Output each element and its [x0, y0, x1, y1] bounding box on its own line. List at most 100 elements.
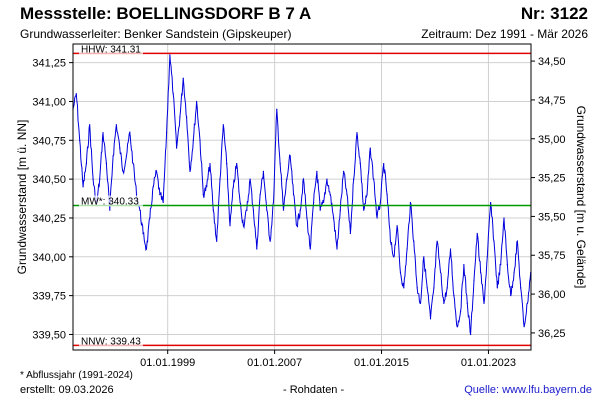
- ref-label-nnw: NNW: 339.43: [81, 336, 141, 347]
- data-point: [186, 116, 188, 118]
- data-point: [523, 326, 525, 328]
- data-point: [466, 302, 468, 305]
- data-point: [219, 178, 221, 180]
- data-point: [520, 287, 522, 289]
- data-point: [379, 201, 381, 204]
- data-point: [119, 147, 121, 149]
- axis-ticks: 339,50 339,75 340,00 340,25 340,50 340,75 341,…: [32, 56, 565, 369]
- series-layer: [72, 54, 532, 336]
- reference-lines: HHW: 341.31 MW*: 340.33 NNW: 339.43: [73, 43, 531, 347]
- data-point: [149, 217, 151, 219]
- data-point: [353, 178, 355, 180]
- data-point: [356, 131, 358, 134]
- data-point: [142, 232, 144, 235]
- y-tick-label-right: 35,75: [538, 250, 566, 262]
- y-tick-label-right: 36,00: [538, 289, 566, 301]
- data-point: [373, 178, 375, 180]
- data-point: [152, 186, 154, 188]
- data-point: [169, 54, 171, 56]
- data-point: [473, 279, 475, 281]
- data-point: [393, 256, 395, 258]
- data-point: [319, 209, 321, 211]
- data-point: [460, 310, 462, 312]
- data-point: [252, 209, 255, 211]
- data-point: [89, 124, 91, 126]
- data-point: [165, 131, 168, 134]
- data-point: [399, 271, 402, 273]
- ref-label-bg: [79, 43, 143, 55]
- data-point: [129, 131, 131, 134]
- data-point: [386, 194, 388, 196]
- data-point: [359, 163, 361, 165]
- data-point: [155, 170, 158, 172]
- data-point: [115, 124, 117, 126]
- data-point: [480, 271, 482, 273]
- data-point: [239, 201, 241, 204]
- data-point: [349, 232, 351, 235]
- data-point: [332, 217, 335, 219]
- footnote: * Abflussjahr (1991-2024): [20, 370, 133, 381]
- ref-label-bg: [79, 195, 143, 207]
- data-point: [192, 139, 194, 141]
- data-point: [276, 108, 278, 110]
- data-point: [513, 271, 515, 273]
- data-point: [122, 170, 124, 172]
- data-point: [449, 248, 452, 250]
- data-point: [316, 170, 318, 172]
- y-tick-label-left: 341,00: [32, 96, 66, 108]
- data-point: [262, 170, 265, 172]
- data-type-label: - Rohdaten -: [283, 384, 345, 396]
- data-point: [212, 209, 214, 211]
- data-point: [383, 163, 385, 165]
- data-point: [109, 209, 111, 211]
- y-tick-label-left: 340,50: [32, 174, 66, 186]
- data-point: [232, 186, 234, 188]
- data-point: [85, 163, 87, 165]
- data-point: [343, 170, 345, 172]
- data-point: [526, 302, 529, 305]
- x-tick-label: 01.01.2023: [461, 357, 516, 369]
- y-tick-label-right: 34,75: [538, 95, 566, 107]
- station-number: Nr: 3122: [520, 4, 588, 23]
- data-point: [82, 186, 84, 188]
- data-point: [105, 163, 108, 165]
- y-tick-label-left: 341,25: [32, 58, 66, 70]
- ref-label-mw: MW*: 340.33: [81, 197, 139, 208]
- data-point: [256, 248, 258, 250]
- data-point: [226, 163, 228, 165]
- data-point: [470, 333, 472, 336]
- data-point: [443, 302, 445, 305]
- data-point: [182, 77, 184, 79]
- series-line: [72, 54, 532, 335]
- data-point: [426, 287, 428, 289]
- data-point: [162, 201, 164, 204]
- data-point: [196, 100, 198, 103]
- data-point: [406, 248, 408, 250]
- data-point: [179, 116, 181, 118]
- data-point: [246, 209, 248, 211]
- data-point: [493, 240, 495, 242]
- data-point: [139, 209, 141, 211]
- data-point: [266, 209, 268, 211]
- data-point: [159, 194, 161, 196]
- data-point: [125, 155, 128, 157]
- ref-label-bg: [79, 335, 143, 347]
- data-point: [456, 326, 458, 328]
- data-point: [236, 163, 238, 165]
- ref-label-hhw: HHW: 341.31: [81, 44, 141, 55]
- data-point: [202, 194, 204, 196]
- data-point: [206, 186, 208, 188]
- data-point: [483, 302, 485, 305]
- data-point: [216, 240, 218, 242]
- data-point: [172, 93, 174, 95]
- grid-lines: [73, 44, 531, 350]
- data-point: [463, 263, 465, 266]
- source-link[interactable]: Quelle: www.lfu.bayern.de: [464, 384, 592, 396]
- data-point: [396, 225, 398, 227]
- x-tick-label: 01.01.2015: [354, 357, 409, 369]
- y-tick-label-right: 35,00: [538, 134, 566, 146]
- data-point: [112, 155, 114, 157]
- data-point: [439, 271, 442, 273]
- data-point: [363, 209, 365, 211]
